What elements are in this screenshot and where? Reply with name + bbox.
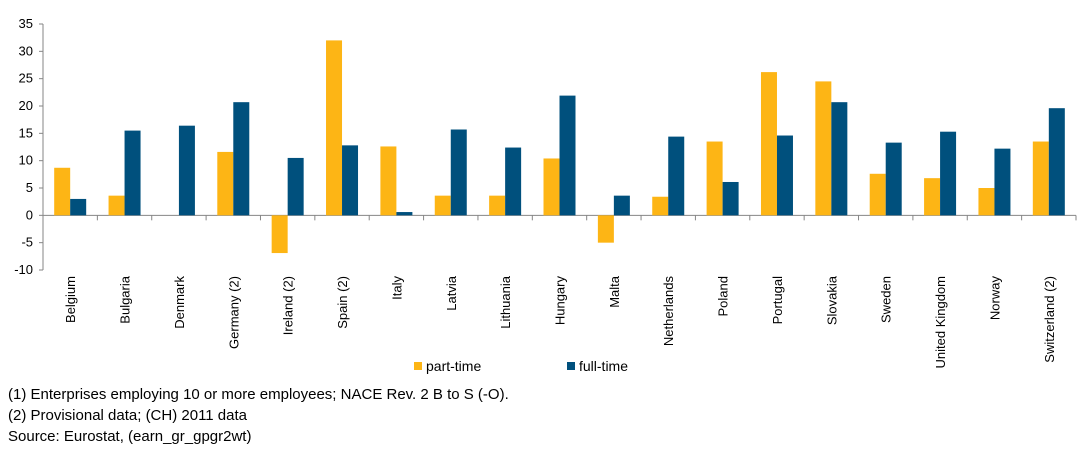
bar-part-time-norway <box>978 188 995 216</box>
y-tick-label: 35 <box>19 16 33 31</box>
x-tick-labels: Belgium Bulgaria Denmark Germany (2) Ireland… <box>63 275 1057 368</box>
x-tick-label: Poland <box>716 276 731 316</box>
x-tick-label: Sweden <box>879 276 894 323</box>
bar-full-time-spain-2 <box>342 145 359 216</box>
legend-swatch-part-time <box>414 362 422 370</box>
x-tick-label: Portugal <box>770 276 785 325</box>
chart-bars <box>54 40 1065 254</box>
legend-label-part-time: part-time <box>426 358 481 374</box>
y-tick-label: 10 <box>19 153 33 168</box>
bar-chart: -10 -5 0 5 10 15 20 25 30 35 Belgium Bulgaria Denma… <box>14 16 1077 374</box>
x-tick-label: Malta <box>607 275 622 308</box>
legend-label-full-time: full-time <box>579 358 628 374</box>
x-tick-label: Switzerland (2) <box>1042 276 1057 363</box>
bar-full-time-bulgaria <box>124 130 141 216</box>
bar-full-time-norway <box>994 148 1011 216</box>
y-tick-label: 25 <box>19 71 33 86</box>
y-tick-label: 20 <box>19 98 33 113</box>
bar-part-time-slovakia <box>815 81 832 216</box>
bar-full-time-slovakia <box>831 102 848 216</box>
bar-part-time-belgium <box>54 167 71 216</box>
legend-swatch-full-time <box>567 362 575 370</box>
bar-part-time-poland <box>706 141 723 216</box>
x-tick-label: Slovakia <box>824 275 839 325</box>
bar-part-time-united-kingdom <box>924 178 941 216</box>
bar-full-time-switzerland-2 <box>1048 108 1065 216</box>
y-tick-label: 0 <box>26 207 33 222</box>
bar-part-time-lithuania <box>489 195 506 216</box>
x-tick-label: Netherlands <box>661 276 676 347</box>
bar-part-time-sweden <box>869 173 886 216</box>
y-tick-label: 5 <box>26 180 33 195</box>
source-note: Source: Eurostat, (earn_gr_gpgr2wt) <box>8 428 252 445</box>
bar-full-time-ireland-2 <box>287 157 304 216</box>
bar-part-time-germany-2 <box>217 151 234 216</box>
bar-part-time-spain-2 <box>326 40 343 216</box>
bar-part-time-malta <box>597 215 614 243</box>
bar-full-time-lithuania <box>505 147 522 216</box>
bar-full-time-sweden <box>885 142 902 216</box>
legend: part-time full-time <box>414 358 628 374</box>
y-tick-label: -10 <box>14 262 33 277</box>
bar-full-time-denmark <box>178 125 195 216</box>
bar-full-time-portugal <box>776 135 793 216</box>
x-tick-label: United Kingdom <box>933 276 948 369</box>
bar-full-time-netherlands <box>668 136 685 216</box>
y-tick-label: 15 <box>19 125 33 140</box>
x-tick-label: Hungary <box>553 276 568 326</box>
bar-part-time-italy <box>380 146 397 216</box>
bar-part-time-netherlands <box>652 196 669 216</box>
bar-part-time-latvia <box>434 195 451 216</box>
x-tick-label: Bulgaria <box>118 275 133 323</box>
x-tick-label: Germany (2) <box>226 276 241 349</box>
x-tick-label: Norway <box>987 276 1002 321</box>
bar-full-time-poland <box>722 181 739 216</box>
bar-part-time-switzerland-2 <box>1032 141 1049 216</box>
footnote-1: (1) Enterprises employing 10 or more emp… <box>8 386 509 403</box>
bar-full-time-hungary <box>559 95 576 216</box>
bar-full-time-germany-2 <box>233 102 250 216</box>
footnote-2: (2) Provisional data; (CH) 2011 data <box>8 407 248 424</box>
x-tick-label: Lithuania <box>498 275 513 329</box>
x-tick-label: Denmark <box>172 276 187 329</box>
x-tick-label: Belgium <box>63 276 78 323</box>
chart-axes: -10 -5 0 5 10 15 20 25 30 35 <box>14 16 1077 277</box>
bar-full-time-united-kingdom <box>940 131 957 216</box>
x-tick-label: Ireland (2) <box>281 276 296 335</box>
bar-part-time-bulgaria <box>108 195 125 216</box>
x-tick-label: Italy <box>389 276 404 300</box>
footnotes: (1) Enterprises employing 10 or more emp… <box>8 384 509 447</box>
y-tick-label: -5 <box>21 235 33 250</box>
bar-full-time-italy <box>396 212 413 216</box>
bar-full-time-belgium <box>70 198 87 216</box>
x-tick-label: Latvia <box>444 275 459 310</box>
bar-part-time-hungary <box>543 158 560 216</box>
y-tick-label: 30 <box>19 43 33 58</box>
bar-full-time-malta <box>613 195 630 216</box>
bar-part-time-portugal <box>760 72 777 216</box>
bar-part-time-ireland-2 <box>271 215 288 254</box>
x-tick-label: Spain (2) <box>335 276 350 329</box>
bar-full-time-latvia <box>450 129 467 216</box>
